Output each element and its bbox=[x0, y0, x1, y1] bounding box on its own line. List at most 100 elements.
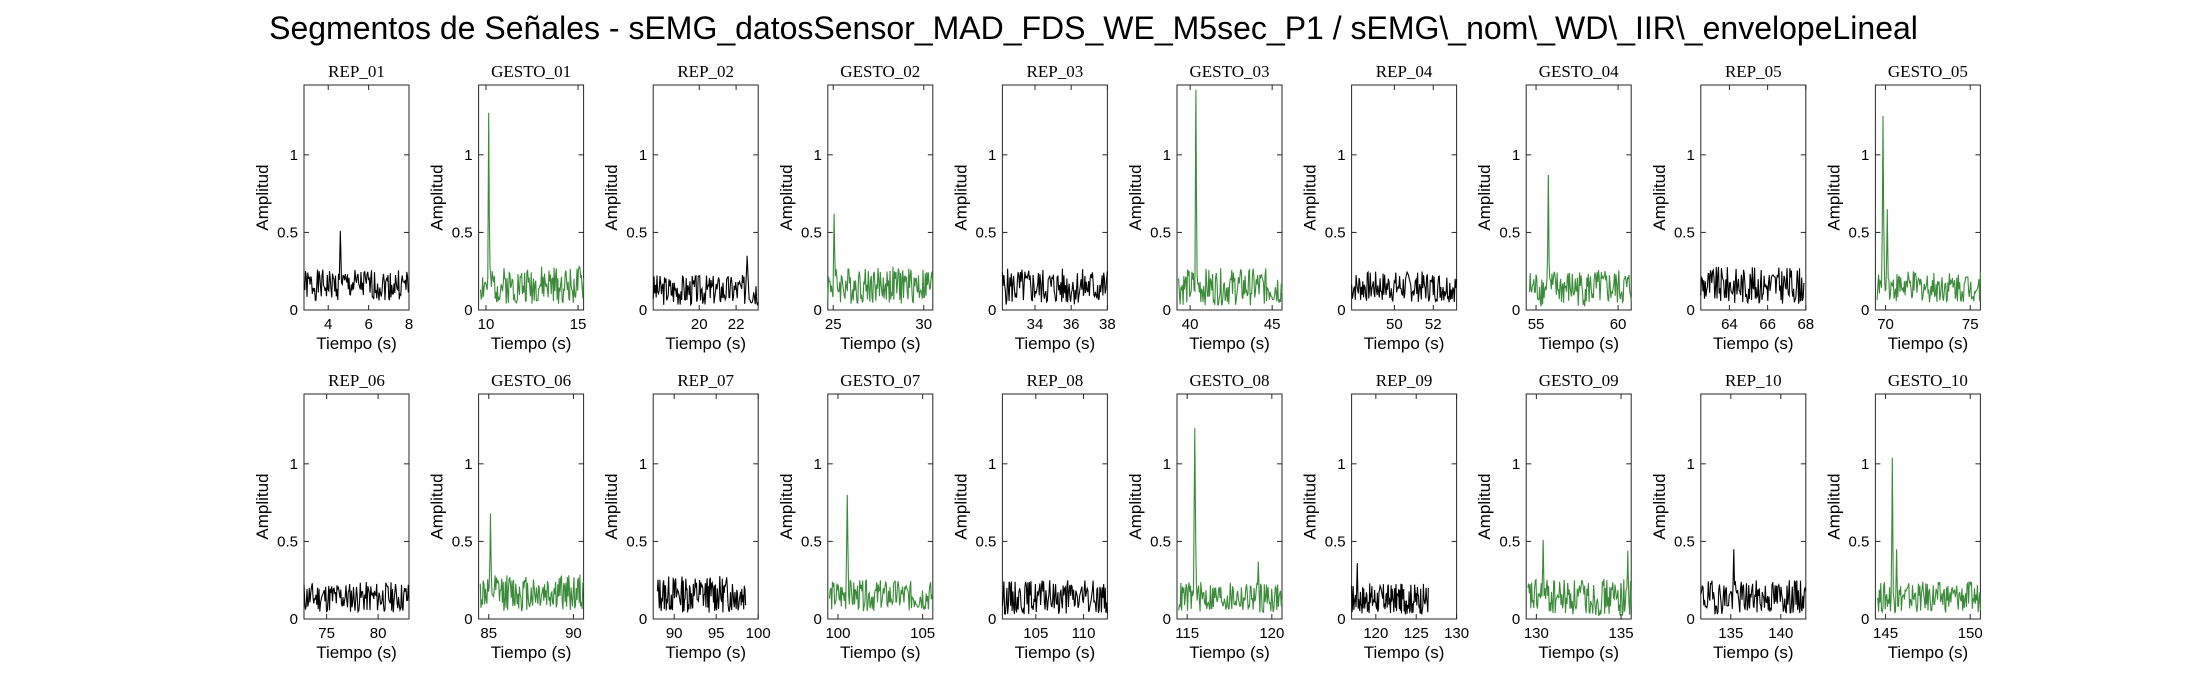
y-axis-label: Amplitud bbox=[951, 164, 970, 230]
y-tick-label: 1 bbox=[290, 147, 298, 164]
y-axis-label: Amplitud bbox=[602, 164, 621, 230]
y-axis-label: Amplitud bbox=[1650, 473, 1669, 539]
series-line bbox=[1700, 549, 1807, 615]
y-tick-label: 1 bbox=[1861, 456, 1869, 473]
y-tick-label: 0.5 bbox=[976, 533, 997, 550]
series-line bbox=[1001, 580, 1108, 615]
y-tick-label: 0 bbox=[639, 611, 647, 628]
axes-box bbox=[303, 393, 410, 620]
x-axis-label: Tiempo (s) bbox=[1713, 334, 1794, 353]
y-axis-label: Amplitud bbox=[1824, 164, 1843, 230]
axes-box bbox=[1525, 84, 1632, 311]
series-line bbox=[1876, 457, 1981, 614]
series-line bbox=[1178, 428, 1283, 614]
axes-box bbox=[1700, 393, 1807, 620]
axes-box bbox=[1001, 393, 1108, 620]
y-tick-label: 1 bbox=[1686, 147, 1694, 164]
x-axis-label: Tiempo (s) bbox=[316, 334, 397, 353]
y-tick-label: 0 bbox=[1686, 302, 1694, 319]
y-tick-label: 1 bbox=[639, 147, 647, 164]
axes-box bbox=[303, 84, 410, 311]
x-tick-label: 34 bbox=[1027, 316, 1044, 333]
y-tick-label: 0 bbox=[1512, 302, 1520, 319]
y-tick-label: 0 bbox=[988, 611, 996, 628]
subplot-title: GESTO_07 bbox=[840, 371, 920, 390]
x-axis-label: Tiempo (s) bbox=[1364, 643, 1445, 662]
y-tick-label: 0 bbox=[813, 611, 821, 628]
subplot-title: REP_07 bbox=[677, 371, 734, 390]
subplot-title: REP_04 bbox=[1376, 62, 1433, 81]
y-tick-label: 1 bbox=[639, 456, 647, 473]
y-tick-label: 0.5 bbox=[626, 533, 647, 550]
x-tick-label: 6 bbox=[364, 316, 372, 333]
x-axis-label: Tiempo (s) bbox=[491, 334, 572, 353]
y-axis-label: Amplitud bbox=[1126, 473, 1145, 539]
subplot-rep-01: REP_01 0 0.5 1 4 6 8 Tiempo (s) Amplitud bbox=[253, 62, 413, 353]
y-axis-label: Amplitud bbox=[602, 473, 621, 539]
x-tick-label: 50 bbox=[1386, 316, 1403, 333]
x-tick-label: 110 bbox=[1072, 625, 1096, 642]
y-tick-label: 0 bbox=[1163, 302, 1171, 319]
y-tick-label: 0 bbox=[1861, 611, 1869, 628]
x-tick-label: 22 bbox=[728, 316, 745, 333]
x-tick-label: 75 bbox=[318, 625, 335, 642]
subplot-title: REP_02 bbox=[677, 62, 734, 81]
x-axis-label: Tiempo (s) bbox=[665, 643, 746, 662]
x-tick-label: 135 bbox=[1718, 625, 1743, 642]
series-line bbox=[479, 513, 585, 612]
y-axis-label: Amplitud bbox=[1301, 164, 1320, 230]
y-tick-label: 0.5 bbox=[1849, 533, 1870, 550]
y-tick-label: 1 bbox=[1163, 456, 1171, 473]
x-tick-label: 150 bbox=[1958, 625, 1983, 642]
y-tick-label: 0.5 bbox=[277, 224, 298, 241]
x-tick-label: 130 bbox=[1524, 625, 1549, 642]
y-tick-label: 1 bbox=[988, 147, 996, 164]
axes-box bbox=[1874, 84, 1981, 311]
subplot-title: GESTO_03 bbox=[1190, 62, 1270, 81]
x-tick-label: 55 bbox=[1528, 316, 1545, 333]
subplot-title: GESTO_02 bbox=[840, 62, 920, 81]
x-tick-label: 90 bbox=[565, 625, 582, 642]
x-tick-label: 90 bbox=[666, 625, 683, 642]
subplot-title: GESTO_08 bbox=[1190, 371, 1270, 390]
series-line bbox=[1001, 268, 1108, 305]
y-tick-label: 1 bbox=[464, 456, 472, 473]
axes-box bbox=[652, 393, 759, 620]
subplot-title: GESTO_05 bbox=[1888, 62, 1968, 81]
axes-box bbox=[1351, 84, 1458, 311]
x-tick-label: 40 bbox=[1182, 316, 1199, 333]
x-tick-label: 20 bbox=[691, 316, 708, 333]
subplot-title: GESTO_04 bbox=[1539, 62, 1619, 81]
y-tick-label: 0 bbox=[1686, 611, 1694, 628]
y-tick-label: 0 bbox=[1861, 302, 1869, 319]
y-tick-label: 1 bbox=[464, 147, 472, 164]
y-axis-label: Amplitud bbox=[1824, 473, 1843, 539]
y-axis-label: Amplitud bbox=[428, 164, 447, 230]
subplot-title: REP_10 bbox=[1725, 371, 1782, 390]
x-axis-label: Tiempo (s) bbox=[1189, 334, 1270, 353]
y-tick-label: 1 bbox=[988, 456, 996, 473]
x-tick-label: 120 bbox=[1259, 625, 1284, 642]
series-line bbox=[656, 575, 747, 613]
series-line bbox=[652, 255, 759, 307]
x-tick-label: 70 bbox=[1877, 316, 1894, 333]
y-tick-label: 0.5 bbox=[452, 224, 473, 241]
y-tick-label: 1 bbox=[1512, 147, 1520, 164]
series-line bbox=[827, 213, 934, 305]
y-axis-label: Amplitud bbox=[777, 473, 796, 539]
